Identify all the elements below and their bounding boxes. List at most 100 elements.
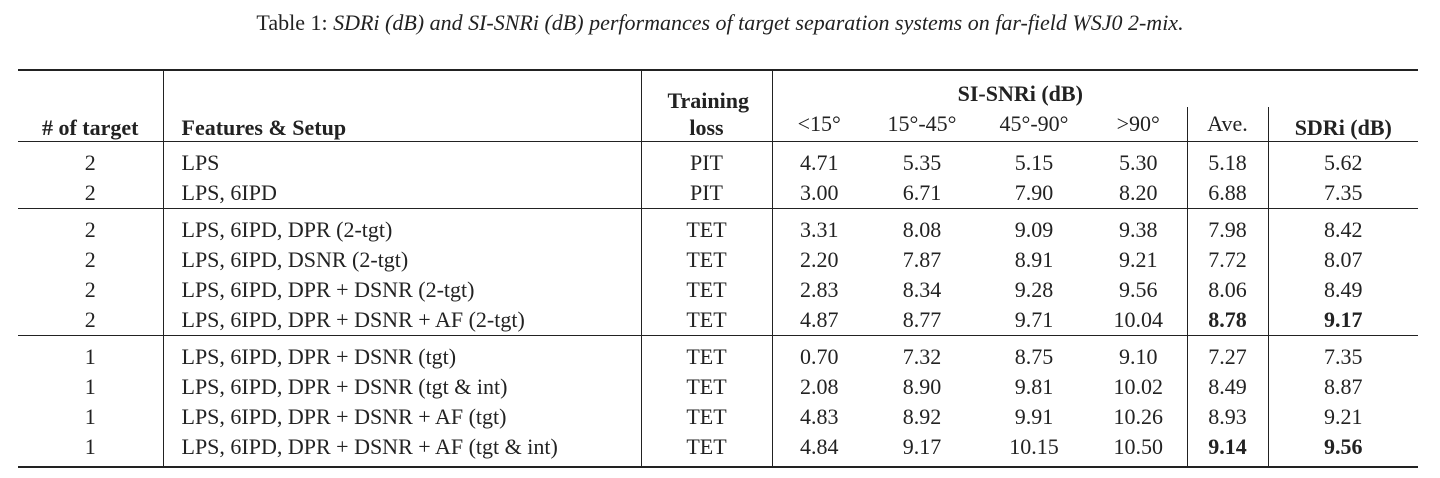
table-cell: LPS, 6IPD, DPR + DSNR + AF (tgt) xyxy=(163,402,642,432)
table-cell: TET xyxy=(641,372,773,402)
table-row: 1 LPS, 6IPD, DPR + DSNR + AF (tgt) TET 4.83… xyxy=(18,402,1418,432)
table-row: 2 LPS, 6IPD, DPR (2-tgt) TET 3.31 8.08 9.09 9.… xyxy=(18,208,1419,245)
header-cell: >90° xyxy=(1116,111,1160,136)
header-cell: 45°-90° xyxy=(999,111,1069,136)
table-cell: 1 xyxy=(18,402,164,432)
header-cell: Features & Setup xyxy=(163,69,642,142)
table-cell: 10.26 xyxy=(1090,402,1188,432)
table-cell: TET xyxy=(641,335,773,372)
table-cell: 9.71 xyxy=(1014,307,1054,332)
table-cell: 10.50 xyxy=(1090,432,1188,468)
table-cell: 2 xyxy=(18,178,164,209)
header-cell: # of target xyxy=(18,69,164,142)
table-cell: 9.28 xyxy=(1014,277,1054,302)
table-cell: 7.35 xyxy=(1268,335,1419,372)
table-cell: 9.21 xyxy=(1324,404,1363,429)
table-cell: 1 xyxy=(18,432,164,468)
table-cell: LPS, 6IPD, DPR + DSNR + AF (tgt & int) xyxy=(163,432,642,468)
table-cell: 9.91 xyxy=(1014,404,1054,429)
header-row: # of target Features & Setup Training lo… xyxy=(18,69,1419,142)
table-cell: 9.09 xyxy=(978,208,1090,245)
table-cell: 7.90 xyxy=(1014,180,1054,205)
row-group: 2 LPS PIT 4.71 5.35 5.15 5.30 5.18 5.62 2 LPS, 6IP… xyxy=(18,141,1419,209)
table-row: 1 LPS, 6IPD, DPR + DSNR (tgt) TET 0.70 7.32 8… xyxy=(18,335,1419,372)
caption-text: SDRi (dB) and SI-SNRi (dB) performances … xyxy=(333,10,1184,35)
table-cell: 1 xyxy=(18,335,164,372)
table-cell: LPS, 6IPD, DPR + DSNR + AF (2-tgt) xyxy=(163,305,642,336)
table-cell: 2.20 xyxy=(800,247,839,272)
table-cell: 9.10 xyxy=(1090,335,1188,372)
table-cell: 7.72 xyxy=(1187,245,1269,275)
table-cell: 8.90 xyxy=(902,374,942,399)
table-row: 2 LPS, 6IPD PIT 3.00 6.71 7.90 8.20 6.88 7.35 xyxy=(18,178,1418,209)
table-cell: 5.30 xyxy=(1090,141,1188,178)
table-cell: 8.91 xyxy=(1014,247,1054,272)
table-cell: TET xyxy=(641,402,773,432)
table-cell: 4.71 xyxy=(772,141,866,178)
table-cell: 7.32 xyxy=(866,335,978,372)
header-row: <15° 15°-45° 45°-90° >90° Ave. xyxy=(18,107,1418,142)
table-row: 2 LPS, 6IPD, DSNR (2-tgt) TET 2.20 7.87 8.91 9… xyxy=(18,245,1418,275)
header-cell: Training loss xyxy=(641,69,773,142)
table-cell: 8.34 xyxy=(902,277,942,302)
table-cell: 2.08 xyxy=(800,374,839,399)
table-cell: 10.04 xyxy=(1090,305,1188,336)
table-cell: 10.02 xyxy=(1090,372,1188,402)
table-row: 1 LPS, 6IPD, DPR + DSNR (tgt & int) TET 2.0… xyxy=(18,372,1418,402)
table-cell: PIT xyxy=(641,178,773,209)
table-header: # of target Features & Setup Training lo… xyxy=(18,69,1419,142)
table-cell: 0.70 xyxy=(772,335,866,372)
table-cell: 8.77 xyxy=(902,307,942,332)
table-cell: 9.56 xyxy=(1268,432,1419,468)
header-cell: Ave. xyxy=(1186,107,1269,142)
table-cell: 9.21 xyxy=(1090,245,1188,275)
table-cell: 7.98 xyxy=(1187,208,1269,245)
table-cell: TET xyxy=(641,432,773,468)
results-table: # of target Features & Setup Training lo… xyxy=(18,69,1419,468)
table-cell: 7.35 xyxy=(1324,180,1363,205)
header-cell: 15°-45° xyxy=(887,111,957,136)
table-cell: PIT xyxy=(641,141,773,178)
table-cell: 8.49 xyxy=(1187,372,1269,402)
table-cell: 6.88 xyxy=(1187,178,1269,209)
table-cell: 8.78 xyxy=(1187,305,1269,336)
table-cell: 9.17 xyxy=(866,432,978,468)
table-cell: LPS, 6IPD, DSNR (2-tgt) xyxy=(163,245,642,275)
table-cell: 9.81 xyxy=(1014,374,1054,399)
caption: Table 1: SDRi (dB) and SI-SNRi (dB) perf… xyxy=(0,8,1440,38)
table-row: 2 LPS, 6IPD, DPR + DSNR + AF (2-tgt) TET 4.… xyxy=(18,305,1418,336)
table-cell: 10.15 xyxy=(978,432,1090,468)
table-cell: 4.83 xyxy=(800,404,839,429)
table-cell: 8.49 xyxy=(1324,277,1363,302)
table-cell: 8.20 xyxy=(1090,178,1188,209)
table-cell: 8.87 xyxy=(1324,374,1363,399)
table-cell: 5.18 xyxy=(1187,141,1269,178)
header-cell: SDRi (dB) xyxy=(1268,69,1419,142)
row-group: 2 LPS, 6IPD, DPR (2-tgt) TET 3.31 8.08 9.09 9.… xyxy=(18,208,1419,336)
table-row: 1 LPS, 6IPD, DPR + DSNR + AF (tgt & int) T… xyxy=(18,432,1419,468)
table-cell: 6.71 xyxy=(902,180,942,205)
table-cell: 2.83 xyxy=(800,277,839,302)
table-row: 2 LPS, 6IPD, DPR + DSNR (2-tgt) TET 2.83 8.3… xyxy=(18,275,1418,305)
table-cell: 8.08 xyxy=(866,208,978,245)
table-cell: 8.06 xyxy=(1187,275,1269,305)
table-cell: 9.38 xyxy=(1090,208,1188,245)
table-cell: 9.17 xyxy=(1324,307,1363,332)
table-cell: 2 xyxy=(18,275,164,305)
table-cell: 2 xyxy=(18,305,164,336)
table-cell: 4.87 xyxy=(800,307,839,332)
table-cell: 5.62 xyxy=(1268,141,1419,178)
table-cell: LPS xyxy=(163,141,642,178)
table-cell: LPS, 6IPD, DPR + DSNR (2-tgt) xyxy=(163,275,642,305)
caption-label: Table 1: xyxy=(256,10,328,35)
table-cell: LPS, 6IPD xyxy=(163,178,642,209)
table-cell: TET xyxy=(641,305,773,336)
header-cell: <15° xyxy=(797,111,841,136)
table-cell: TET xyxy=(641,208,773,245)
table-cell: 4.84 xyxy=(772,432,866,468)
table-cell: 3.31 xyxy=(772,208,866,245)
table-cell: LPS, 6IPD, DPR + DSNR (tgt & int) xyxy=(163,372,642,402)
table-cell: 2 xyxy=(18,208,164,245)
table-cell: TET xyxy=(641,245,773,275)
